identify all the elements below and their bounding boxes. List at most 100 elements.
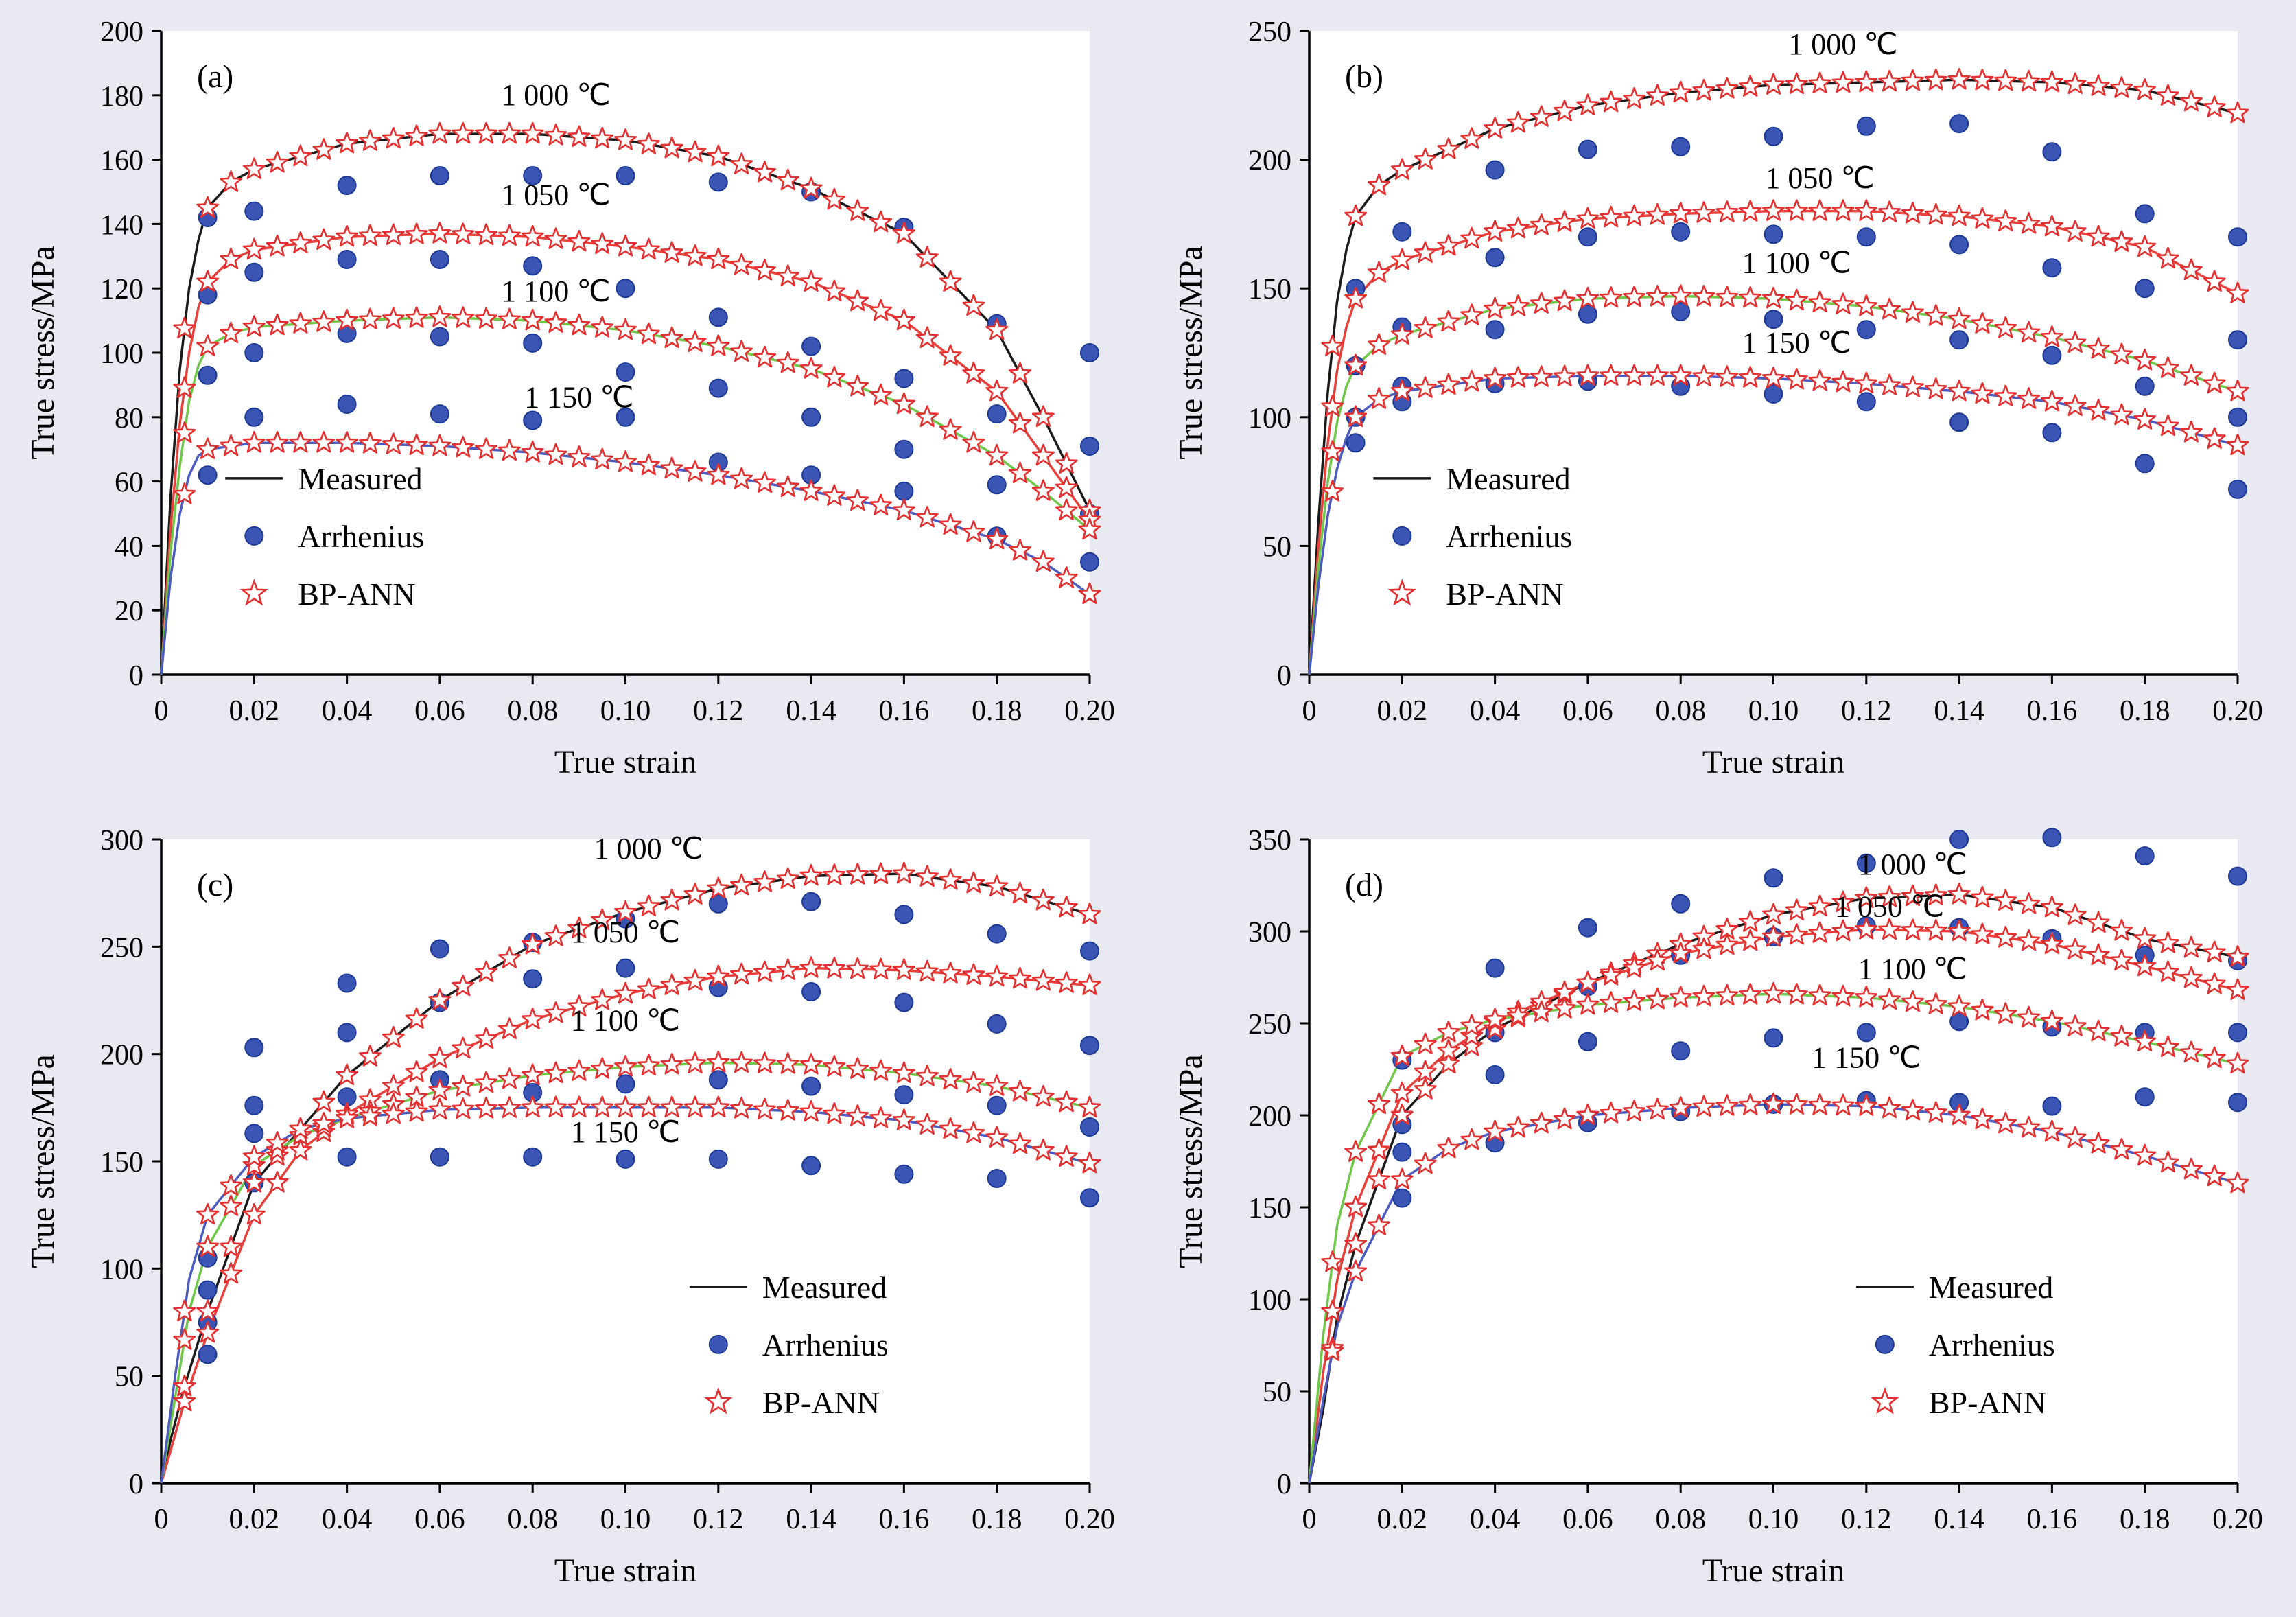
arrhenius-markers-3	[198, 1147, 1099, 1364]
legend-arrhenius-label: Arrhenius	[298, 519, 424, 554]
x-tick-label: 0.02	[1377, 695, 1428, 727]
x-tick-label: 0.16	[879, 695, 930, 727]
chart-panel-a: 0 0.02 0.04 0.06 0.08 0.10 0.12 0.14 0.16 0.18 0.2…	[0, 0, 1148, 808]
bpann-markers-3	[1321, 1092, 2249, 1362]
legend-bpann-marker	[239, 579, 268, 606]
x-tick-label: 0.18	[2120, 1504, 2170, 1535]
x-axis-label: True strain	[554, 1552, 697, 1589]
y-tick-label: 0	[1277, 1469, 1291, 1500]
panel-label: (a)	[197, 58, 233, 95]
x-axis-ticks: 0 0.02 0.04 0.06 0.08 0.10 0.12 0.14 0.16 0.18 0.2…	[154, 675, 1115, 727]
x-axis-label: True strain	[1702, 744, 1845, 780]
bpann-markers-1	[1321, 918, 2249, 1322]
chart-canvas-c: 0 0.02 0.04 0.06 0.08 0.10 0.12 0.14 0.16 0.18 0.2…	[25, 825, 1115, 1589]
y-tick-label: 200	[1248, 1101, 1291, 1132]
x-tick-label: 0.10	[600, 695, 651, 727]
panel-label: (b)	[1345, 58, 1383, 95]
legend-measured-label: Measured	[298, 461, 422, 496]
legend-bpann-marker	[1387, 579, 1416, 606]
y-tick-label: 140	[100, 209, 143, 241]
temperature-label-0: 1 000 ℃	[1858, 848, 1967, 881]
y-tick-label: 160	[100, 146, 143, 177]
x-tick-label: 0.02	[229, 1504, 280, 1535]
arrhenius-markers-2	[198, 323, 1099, 524]
y-tick-label: 60	[115, 467, 143, 499]
bpann-markers-2	[173, 305, 1101, 540]
y-tick-label: 250	[100, 932, 143, 964]
y-tick-label: 150	[100, 1147, 143, 1178]
arrhenius-markers-1	[198, 958, 1099, 1300]
x-tick-label: 0.14	[786, 695, 836, 727]
y-tick-label: 150	[1248, 274, 1291, 305]
y-axis-label: True stress/MPa	[25, 246, 61, 460]
chart-canvas-b: 0 0.02 0.04 0.06 0.08 0.10 0.12 0.14 0.16 0.18 0.2…	[1173, 16, 2263, 780]
y-tick-label: 100	[100, 1254, 143, 1286]
y-axis-ticks: 0 50 100 150 200 250 300	[100, 825, 161, 1500]
temperature-label-3: 1 150 ℃	[524, 381, 633, 415]
legend-bpann-label: BP-ANN	[1446, 577, 1563, 612]
x-tick-label: 0	[1302, 1504, 1317, 1535]
y-tick-label: 100	[1248, 403, 1291, 434]
chart-panel-b: 0 0.02 0.04 0.06 0.08 0.10 0.12 0.14 0.16 0.18 0.2…	[1148, 0, 2296, 808]
x-tick-label: 0.14	[1934, 695, 1984, 727]
x-axis-ticks: 0 0.02 0.04 0.06 0.08 0.10 0.12 0.14 0.16 0.18 0.2…	[1302, 675, 2263, 727]
arrhenius-markers-1	[1346, 222, 2247, 375]
y-tick-label: 250	[1248, 16, 1291, 48]
y-tick-label: 150	[1248, 1193, 1291, 1224]
legend-arrhenius-label: Arrhenius	[762, 1327, 889, 1362]
y-tick-label: 0	[129, 1469, 143, 1500]
x-tick-label: 0.02	[1377, 1504, 1428, 1535]
bpann-markers-3	[173, 1095, 1101, 1322]
temperature-label-3: 1 150 ℃	[1742, 326, 1851, 360]
x-tick-label: 0.20	[2212, 695, 2263, 727]
arrhenius-markers-2	[1392, 1012, 2247, 1162]
bpann-markers-2	[1321, 981, 2249, 1272]
legend-measured-label: Measured	[762, 1270, 887, 1305]
x-tick-label: 0.18	[2120, 695, 2170, 727]
x-tick-label: 0	[154, 695, 169, 727]
y-tick-label: 100	[100, 338, 143, 370]
temperature-label-2: 1 100 ℃	[1858, 953, 1967, 986]
x-tick-label: 0.16	[2027, 1504, 2078, 1535]
temperature-label-2: 1 100 ℃	[571, 1003, 680, 1037]
legend-arrhenius-marker	[1392, 526, 1412, 546]
bpann-markers-1	[173, 956, 1101, 1412]
temperature-label-0: 1 000 ℃	[594, 832, 703, 865]
x-tick-label: 0.12	[1841, 695, 1892, 727]
x-axis-label: True strain	[1702, 1552, 1845, 1589]
legend-arrhenius-marker	[244, 526, 264, 546]
y-tick-label: 200	[1248, 146, 1291, 177]
x-tick-label: 0.16	[879, 1504, 930, 1535]
legend-arrhenius-label: Arrhenius	[1929, 1327, 2055, 1362]
legend-arrhenius-marker	[708, 1334, 728, 1354]
chart-canvas-a: 0 0.02 0.04 0.06 0.08 0.10 0.12 0.14 0.16 0.18 0.2…	[25, 16, 1115, 780]
bpann-markers-3	[173, 431, 1101, 604]
x-tick-label: 0.06	[414, 1504, 465, 1535]
x-tick-label: 0.08	[1655, 1504, 1706, 1535]
y-tick-label: 250	[1248, 1009, 1291, 1040]
temperature-label-1: 1 050 ℃	[571, 916, 680, 949]
y-tick-label: 120	[100, 274, 143, 305]
temperature-label-1: 1 050 ℃	[501, 178, 610, 211]
temperature-label-3: 1 150 ℃	[571, 1115, 680, 1149]
y-tick-label: 0	[129, 660, 143, 692]
y-axis-ticks: 0 20 40 60 80 100 120 140 160 180 200	[100, 16, 161, 692]
temperature-label-1: 1 050 ℃	[1765, 161, 1874, 195]
temperature-label-0: 1 000 ℃	[1788, 27, 1897, 61]
x-tick-label: 0.10	[600, 1504, 651, 1535]
y-tick-label: 200	[100, 16, 143, 48]
x-tick-label: 0.20	[1064, 1504, 1115, 1535]
chart-panel-c: 0 0.02 0.04 0.06 0.08 0.10 0.12 0.14 0.16 0.18 0.2…	[0, 808, 1148, 1617]
x-tick-label: 0	[154, 1504, 169, 1535]
x-tick-label: 0.20	[2212, 1504, 2263, 1535]
y-axis-label: True stress/MPa	[1173, 1054, 1209, 1268]
x-tick-label: 0.08	[507, 695, 558, 727]
x-tick-label: 0	[1302, 695, 1317, 727]
x-axis-ticks: 0 0.02 0.04 0.06 0.08 0.10 0.12 0.14 0.16 0.18 0.2…	[1302, 1483, 2263, 1535]
y-tick-label: 100	[1248, 1285, 1291, 1316]
x-tick-label: 0.12	[693, 1504, 744, 1535]
temperature-label-2: 1 100 ℃	[1742, 246, 1851, 280]
y-tick-label: 200	[100, 1040, 143, 1071]
y-axis-label: True stress/MPa	[25, 1054, 61, 1268]
